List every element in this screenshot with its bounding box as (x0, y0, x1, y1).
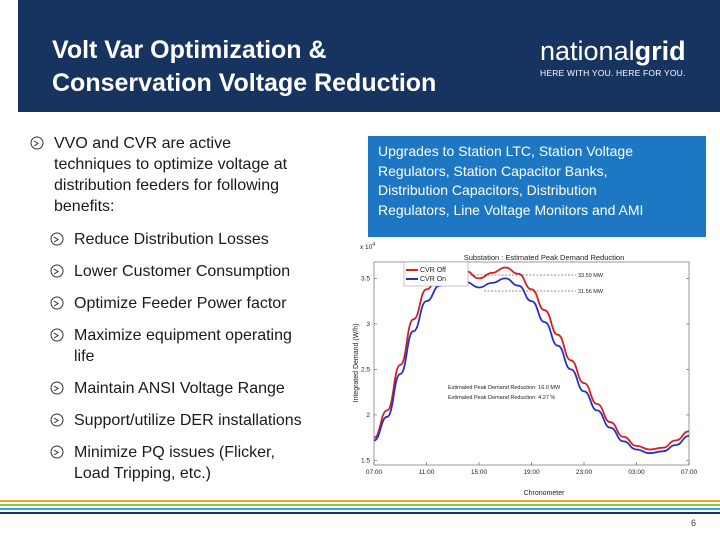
national-grid-logo: nationalgrid HERE WITH YOU. HERE FOR YOU… (540, 36, 705, 78)
footer-stripes (0, 500, 720, 516)
sub-bullet: Optimize Feeder Power factor (50, 293, 360, 314)
x-tick-label: 03:00 (628, 469, 645, 476)
chart-exponent-power: 4 (372, 242, 375, 248)
upgrades-callout: Upgrades to Station LTC, Station Voltage… (368, 136, 706, 237)
series-line-cvr-off (373, 266, 690, 451)
sub-bullet: Support/utilize DER installations (50, 410, 360, 431)
chart-xlabel: Chronometer (524, 490, 566, 497)
title-line-1: Volt Var Optimization & (52, 36, 327, 64)
y-tick-label: 2 (366, 412, 370, 419)
reduction-pct-label: Estimated Peak Demand Reduction: 4.27 % (448, 395, 555, 401)
bullet-mark-icon (50, 413, 64, 427)
bullet-list: VVO and CVR are active techniques to opt… (30, 133, 360, 495)
sub-bullet: Maintain ANSI Voltage Range (50, 378, 360, 399)
sub-bullet-text: Minimize PQ issues (Flicker, Load Trippi… (74, 444, 275, 482)
plot-area (373, 261, 690, 466)
chart-legend: CVR Off CVR On (403, 261, 469, 287)
sub-bullet-text: Lower Customer Consumption (74, 263, 291, 280)
bullet-main-text: VVO and CVR are active techniques to opt… (54, 135, 288, 215)
legend-box (403, 261, 469, 287)
peak-on-label: 31.56 MW (578, 289, 604, 295)
legend-label-cvr-on: CVR On (420, 276, 446, 283)
y-tick-label: 3.5 (361, 275, 370, 282)
x-tick-label: 11:00 (419, 469, 435, 476)
x-tick-label: 07:00 (366, 469, 383, 476)
sub-bullet-text: Support/utilize DER installations (74, 412, 302, 429)
sub-bullet-text: Maintain ANSI Voltage Range (74, 380, 285, 397)
bullet-mark-icon (50, 296, 64, 310)
sub-bullet: Reduce Distribution Losses (50, 229, 360, 250)
bullet-mark-icon (50, 264, 64, 278)
legend-label-cvr-off: CVR Off (420, 267, 446, 274)
logo-wordmark: nationalgrid (540, 36, 705, 66)
peak-annotations: 33.59 MW 31.56 MW Estimated Peak Demand … (448, 273, 604, 401)
header-band (18, 0, 720, 112)
bullet-mark-icon (50, 232, 64, 246)
x-tick-label: 19:00 (523, 469, 540, 476)
title-line-2: Conservation Voltage Reduction (52, 69, 437, 97)
sub-bullet-text: Optimize Feeder Power factor (74, 295, 287, 312)
logo-wordmark-light: national (540, 36, 635, 66)
chart-title: Substation : Estimated Peak Demand Reduc… (464, 253, 625, 262)
slide-header: Volt Var Optimization & Conservation Vol… (0, 0, 720, 118)
x-tick-label: 15:00 (471, 469, 488, 476)
y-tick-label: 2.5 (361, 366, 370, 373)
sub-bullet: Minimize PQ issues (Flicker, Load Trippi… (50, 442, 360, 484)
chart-ylabel: Integrated Demand (W/h) (353, 324, 360, 403)
reduction-mw-label: Estimated Peak Demand Reduction: 16.0 MW (448, 385, 561, 391)
series-line-cvr-on (373, 277, 690, 455)
bullet-mark-icon (30, 136, 44, 150)
page-number: 6 (690, 518, 696, 528)
logo-wordmark-bold: grid (634, 36, 686, 66)
bullet-mark-icon (50, 381, 64, 395)
x-tick-label: 07:00 (681, 469, 698, 476)
footer-stripe (0, 500, 720, 502)
bullet-mark-icon (50, 328, 64, 342)
footer-stripe (0, 504, 720, 506)
sub-bullet-text: Reduce Distribution Losses (74, 231, 269, 248)
slide-title: Volt Var Optimization & Conservation Vol… (52, 34, 522, 100)
chart-exponent-base: x 10 (360, 244, 373, 251)
bullet-mark-icon (50, 445, 64, 459)
footer-stripe (0, 512, 720, 514)
peak-off-label: 33.59 MW (578, 273, 604, 279)
bullet-main: VVO and CVR are active techniques to opt… (30, 133, 360, 217)
logo-tagline: HERE WITH YOU. HERE FOR YOU. (540, 68, 686, 78)
y-tick-label: 1.5 (361, 457, 370, 464)
footer-stripe (0, 508, 720, 510)
sub-bullet-text: Maximize equipment operating life (74, 327, 292, 365)
y-tick-label: 3 (366, 321, 370, 328)
sub-bullet: Lower Customer Consumption (50, 261, 360, 282)
chart-exponent: x 104 (360, 242, 375, 251)
sub-bullet: Maximize equipment operating life (50, 325, 360, 367)
demand-reduction-chart: Substation : Estimated Peak Demand Reduc… (353, 242, 698, 497)
x-tick-label: 23:00 (576, 469, 593, 476)
